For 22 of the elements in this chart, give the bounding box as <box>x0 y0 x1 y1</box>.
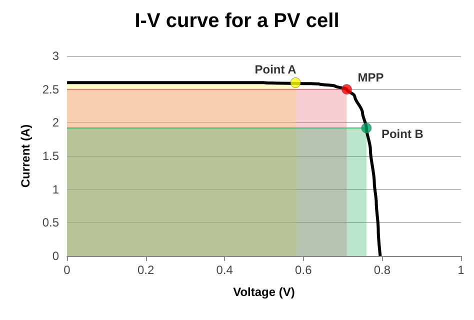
y-tick-label: 1.5 <box>42 149 60 163</box>
annotation: MPP <box>358 70 384 84</box>
chart-title: I-V curve for a PV cell <box>134 10 340 32</box>
x-tick-label: 1 <box>458 263 465 277</box>
annotation: Point B <box>381 127 424 141</box>
y-tick-label: 3 <box>52 49 60 63</box>
point <box>342 84 352 95</box>
x-tick-label: 0 <box>64 263 71 277</box>
y-tick-label: 2.5 <box>42 82 60 96</box>
y-tick-label: 0.5 <box>42 216 60 230</box>
x-axis-title: Voltage (V) <box>233 285 295 299</box>
y-axis-title: Current (A) <box>18 124 32 188</box>
x-tick-label: 0.4 <box>216 263 234 277</box>
point <box>290 77 301 88</box>
y-tick-label: 1 <box>52 182 60 196</box>
x-tick-label: 0.8 <box>374 263 391 277</box>
x-tick-label: 0.6 <box>295 263 312 277</box>
x-tick-label: 0.2 <box>137 263 154 277</box>
y-tick-label: 0 <box>52 249 60 263</box>
point <box>361 122 372 134</box>
annotation: Point A <box>254 62 297 77</box>
y-tick-label: 2 <box>52 116 60 130</box>
